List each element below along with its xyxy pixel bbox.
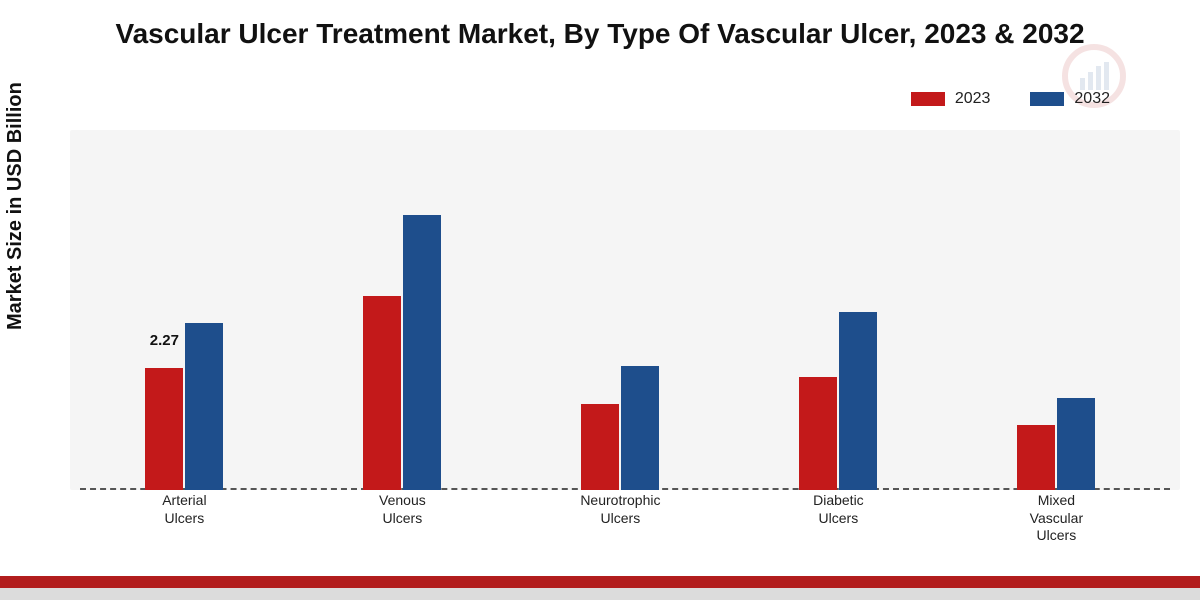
- bar-group: [1017, 398, 1095, 490]
- chart-title: Vascular Ulcer Treatment Market, By Type…: [0, 18, 1200, 50]
- bar-2023: [581, 404, 619, 490]
- chart-plot-area: 2.27: [70, 130, 1180, 490]
- bar-2023: [799, 377, 837, 490]
- x-tick-label: Diabetic Ulcers: [813, 492, 864, 527]
- bar-2032: [621, 366, 659, 490]
- bar-group: [581, 366, 659, 490]
- bar-group: [799, 312, 877, 490]
- bar-2032: [185, 323, 223, 490]
- bar-2023: [145, 368, 183, 490]
- legend: 2023 2032: [911, 90, 1110, 108]
- plot: 2.27: [80, 140, 1170, 490]
- legend-item-2023: 2023: [911, 90, 991, 108]
- bar-2032: [839, 312, 877, 490]
- page: Vascular Ulcer Treatment Market, By Type…: [0, 0, 1200, 600]
- legend-swatch-2023: [911, 92, 945, 106]
- legend-label-2032: 2032: [1074, 90, 1110, 108]
- bar-group: [363, 215, 441, 490]
- bar-2032: [403, 215, 441, 490]
- bar-2023: [1017, 425, 1055, 490]
- legend-label-2023: 2023: [955, 90, 991, 108]
- footer-accent-bar: [0, 576, 1200, 588]
- footer-shadow: [0, 588, 1200, 600]
- x-tick-label: Mixed Vascular Ulcers: [1030, 492, 1083, 545]
- x-axis-labels: Arterial Ulcers Venous Ulcers Neurotrophic…: [80, 492, 1170, 562]
- legend-swatch-2032: [1030, 92, 1064, 106]
- x-tick-label: Neurotrophic Ulcers: [580, 492, 660, 527]
- bar-2032: [1057, 398, 1095, 490]
- legend-item-2032: 2032: [1030, 90, 1110, 108]
- y-axis-label: Market Size in USD Billion: [4, 82, 27, 330]
- watermark-bars: [1080, 62, 1109, 90]
- x-tick-label: Venous Ulcers: [379, 492, 426, 527]
- bar-data-label: 2.27: [150, 332, 179, 349]
- bar-2023: [363, 296, 401, 490]
- x-tick-label: Arterial Ulcers: [162, 492, 206, 527]
